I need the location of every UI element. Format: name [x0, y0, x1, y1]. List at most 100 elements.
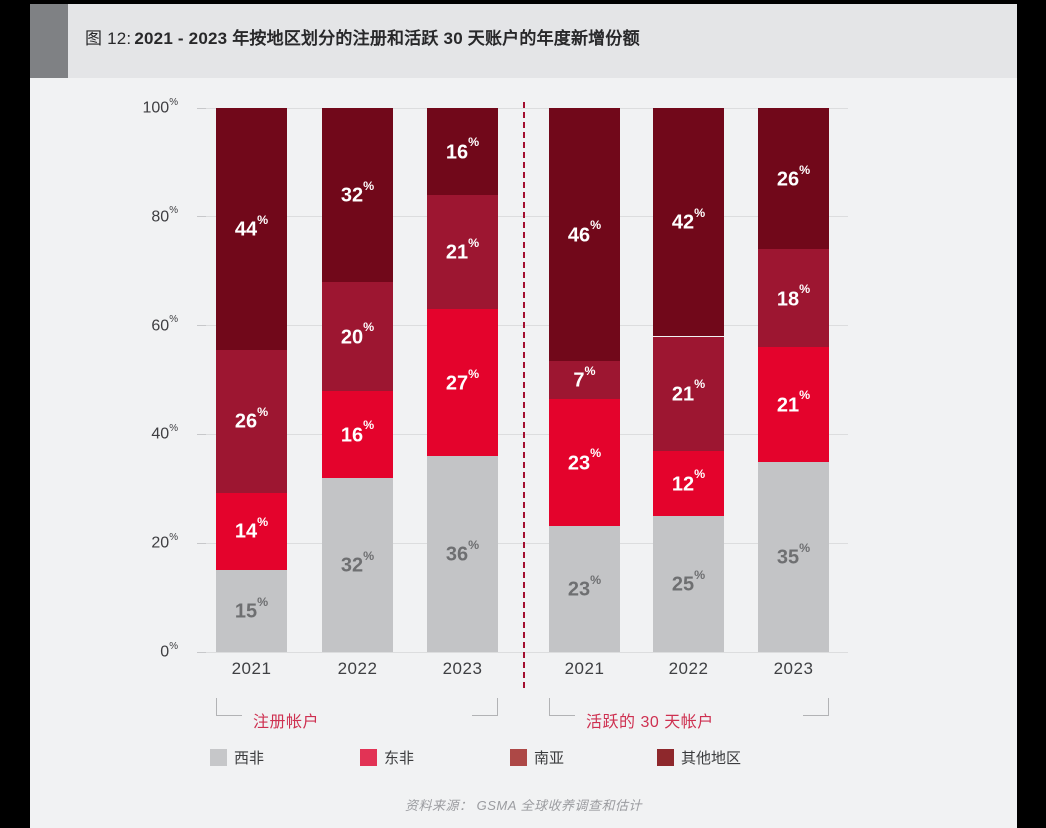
stacked-bar: 25% 12% 21% 42% — [653, 108, 724, 652]
segment-value-label: 12% — [671, 467, 706, 496]
y-axis-tick — [197, 325, 206, 327]
bar-segment: 44% — [216, 108, 287, 350]
group-bracket-left-corner — [216, 698, 242, 716]
legend-item: 西非 — [210, 748, 265, 767]
title-accent-square — [30, 4, 68, 78]
stacked-bar: 35% 21% 18% 26% — [758, 108, 829, 652]
source-note: 资料来源： GSMA 全球收养调查和估计 — [404, 798, 643, 813]
grid-line — [205, 542, 848, 544]
bar-segment: 27% — [427, 309, 498, 457]
legend-swatch — [510, 748, 527, 766]
page-title: 图 12: 2021 - 2023 年按地区划分的注册和活跃 30 天账户的年度… — [85, 4, 1007, 68]
grid-line — [205, 216, 848, 218]
bar-segment: 32% — [322, 108, 393, 283]
bar-segment: 26% — [758, 108, 829, 250]
segment-value-label: 16% — [445, 135, 480, 164]
legend-label: 西非 — [234, 749, 265, 767]
segment-value-label: 36% — [445, 537, 480, 566]
stacked-bar: 23% 23% 7% 46% — [549, 108, 620, 652]
group-label: 注册帐户 — [253, 714, 320, 731]
bar-segment: 21% — [427, 195, 498, 310]
y-axis-tick — [197, 216, 206, 218]
segment-value-label: 44% — [234, 212, 269, 241]
group-label: 活跃的 30 天帐户 — [586, 714, 714, 731]
segment-value-label: 14% — [234, 514, 269, 543]
grid-line — [205, 107, 848, 109]
figure-header: 图 12: 2021 - 2023 年按地区划分的注册和活跃 30 天账户的年度… — [30, 4, 1017, 78]
y-axis-tick — [197, 542, 206, 544]
y-axis-tick — [197, 433, 206, 435]
y-axis-tick-label: 0% — [160, 640, 178, 661]
stacked-bar: 15% 14% 26% 44% — [216, 108, 287, 652]
segment-value-label: 46% — [567, 218, 602, 247]
segment-value-label: 32% — [340, 548, 375, 577]
segment-value-label: 15% — [234, 594, 269, 623]
legend-swatch — [210, 748, 227, 766]
bar-segment: 15% — [216, 569, 287, 652]
stacked-bar-chart: 0% 20% 40% 60% 80% 100% 15% 14% 26% 44% 2021 32% 16%… — [30, 4, 1017, 828]
bar-segment: 36% — [427, 456, 498, 652]
segment-value-label: 23% — [567, 572, 602, 601]
legend-item: 南亚 — [510, 748, 565, 767]
group-bracket-right-corner — [803, 698, 829, 716]
figure-canvas: 图 12: 2021 - 2023 年按地区划分的注册和活跃 30 天账户的年度… — [30, 4, 1017, 828]
segment-value-label: 16% — [340, 418, 375, 447]
y-axis-tick-label: 40% — [151, 422, 178, 443]
stacked-bar: 32% 16% 20% 32% — [322, 108, 393, 652]
bar-segment: 23% — [549, 399, 620, 526]
group-bracket-right-corner — [472, 698, 498, 716]
bar-segment: 46% — [549, 108, 620, 361]
segment-value-label: 21% — [671, 377, 706, 406]
segment-value-label: 42% — [671, 206, 706, 235]
grid-line — [205, 433, 848, 435]
legend-item: 其他地区 — [657, 748, 742, 767]
segment-value-label: 21% — [776, 388, 811, 417]
x-axis-category-label: 2023 — [773, 659, 814, 678]
segment-value-label: 7% — [573, 363, 596, 392]
legend-swatch — [657, 748, 674, 766]
segment-value-label: 32% — [340, 178, 375, 207]
grid-line — [205, 325, 848, 327]
bar-segment: 32% — [322, 477, 393, 652]
bar-segment: 18% — [758, 249, 829, 348]
segment-value-label: 21% — [445, 236, 480, 264]
bar-segment: 26% — [216, 349, 287, 493]
x-axis-category-label: 2022 — [337, 659, 378, 678]
group-separator-line — [523, 102, 525, 688]
x-axis-category-label: 2021 — [564, 659, 605, 678]
y-axis-tick-label: 20% — [151, 531, 178, 552]
segment-value-label: 25% — [671, 567, 706, 596]
segment-value-label: 20% — [340, 320, 375, 349]
group-bracket-left-corner — [549, 698, 575, 716]
legend-label: 东非 — [384, 749, 415, 767]
bar-segment: 20% — [322, 282, 393, 391]
bar-segment: 14% — [216, 492, 287, 570]
legend-item: 东非 — [360, 748, 415, 767]
bar-segment: 21% — [653, 336, 724, 451]
legend-label: 其他地区 — [681, 749, 742, 767]
bar-segment: 16% — [322, 390, 393, 478]
segment-value-label: 18% — [776, 282, 811, 311]
segment-value-label: 26% — [234, 405, 269, 434]
x-axis-category-label: 2023 — [442, 659, 483, 678]
y-axis-tick — [197, 651, 206, 653]
x-axis-category-label: 2022 — [668, 659, 709, 678]
legend-swatch — [360, 748, 377, 766]
x-axis-category-label: 2021 — [231, 659, 272, 678]
bar-segment: 23% — [549, 525, 620, 652]
segment-value-label: 26% — [776, 162, 811, 191]
stacked-bar: 36% 27% 21% 16% — [427, 108, 498, 652]
y-axis-tick-label: 60% — [151, 314, 178, 334]
bar-segment: 35% — [758, 461, 829, 652]
figure-title-text: 2021 - 2023 年按地区划分的注册和活跃 30 天账户的年度新增份额 — [134, 28, 640, 48]
bar-segment: 16% — [427, 108, 498, 196]
bar-segment: 7% — [549, 360, 620, 400]
legend-label: 南亚 — [534, 749, 565, 767]
segment-value-label: 23% — [567, 446, 602, 475]
bar-segment: 25% — [653, 516, 724, 652]
y-axis-tick-label: 100% — [142, 96, 178, 117]
figure-number: 图 12: — [85, 28, 132, 48]
bar-segment: 12% — [653, 450, 724, 516]
y-axis-tick-label: 80% — [151, 205, 178, 226]
